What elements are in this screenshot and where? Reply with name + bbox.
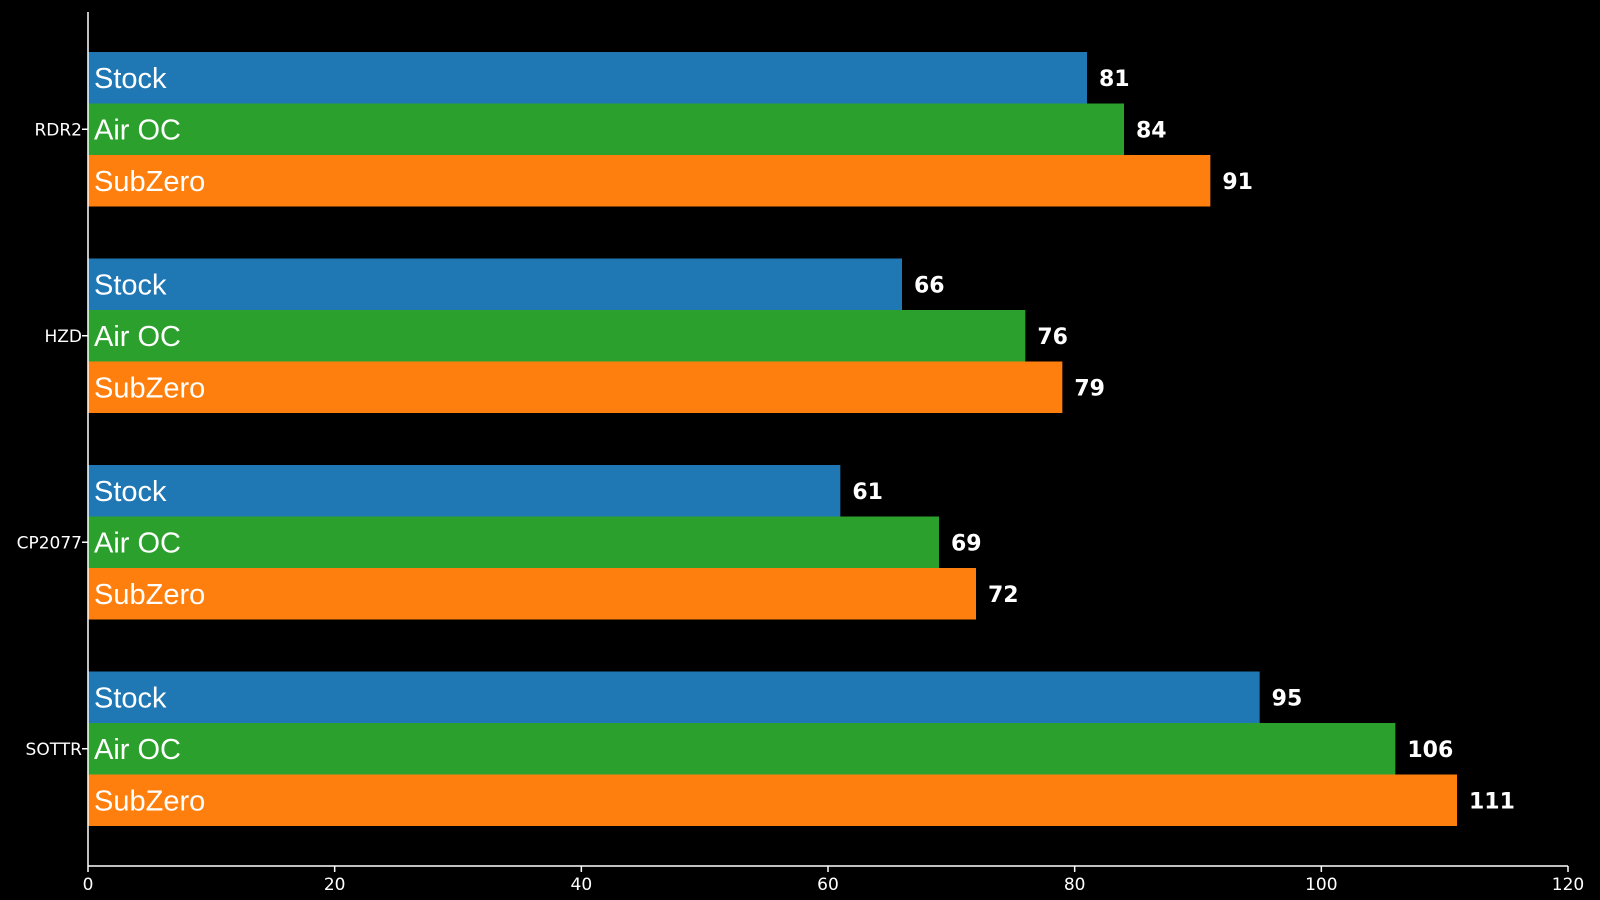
x-tick-label-100: 100	[1305, 875, 1337, 895]
x-tick-label-40: 40	[571, 875, 593, 895]
bar-group-cp2077: Stock 61 Air OC 69 SubZero 72	[88, 465, 1019, 620]
bar-rdr2-air-oc	[88, 103, 1124, 155]
x-tick-label-120: 120	[1552, 875, 1584, 895]
bar-sottr-stock	[88, 671, 1260, 723]
x-tick-label-60: 60	[817, 875, 839, 895]
bar-group-hzd: Stock 66 Air OC 76 SubZero 79	[88, 258, 1105, 413]
category-label-rdr2: RDR2	[34, 120, 82, 140]
x-tick-label-80: 80	[1064, 875, 1086, 895]
series-label-hzd-subzero: SubZero	[94, 372, 205, 404]
bar-hzd-air-oc	[88, 310, 1026, 362]
value-label-sottr-subzero: 111	[1469, 789, 1515, 814]
series-label-hzd-air-oc: Air OC	[94, 321, 181, 353]
value-label-cp2077-subzero: 72	[988, 583, 1019, 608]
bar-group-sottr: Stock 95 Air OC 106 SubZero 111	[88, 671, 1515, 826]
bar-rdr2-subzero	[88, 155, 1211, 207]
series-label-sottr-air-oc: Air OC	[94, 734, 181, 766]
value-label-rdr2-stock: 81	[1099, 67, 1130, 92]
value-label-hzd-air-oc: 76	[1037, 325, 1068, 350]
series-label-sottr-subzero: SubZero	[94, 785, 205, 817]
bar-group-rdr2: Stock 81 Air OC 84 SubZero 91	[88, 52, 1253, 207]
series-label-sottr-stock: Stock	[94, 682, 167, 714]
category-label-sottr: SOTTR	[26, 740, 83, 760]
series-label-cp2077-stock: Stock	[94, 476, 167, 508]
bar-rdr2-stock	[88, 52, 1087, 104]
value-label-hzd-subzero: 79	[1074, 376, 1105, 401]
value-label-cp2077-stock: 61	[852, 480, 883, 505]
category-label-hzd: HZD	[44, 327, 82, 347]
bar-sottr-air-oc	[88, 723, 1396, 775]
bar-hzd-subzero	[88, 361, 1063, 413]
series-label-cp2077-air-oc: Air OC	[94, 527, 181, 559]
series-label-rdr2-air-oc: Air OC	[94, 114, 181, 146]
bar-cp2077-stock	[88, 465, 841, 517]
x-tick-label-20: 20	[324, 875, 346, 895]
bar-sottr-subzero	[88, 774, 1457, 826]
value-label-hzd-stock: 66	[914, 273, 945, 298]
value-label-cp2077-air-oc: 69	[951, 531, 982, 556]
series-label-rdr2-stock: Stock	[94, 63, 167, 95]
category-label-cp2077: CP2077	[17, 533, 82, 553]
series-label-rdr2-subzero: SubZero	[94, 166, 205, 198]
bar-cp2077-air-oc	[88, 516, 939, 568]
bar-hzd-stock	[88, 258, 902, 310]
series-label-hzd-stock: Stock	[94, 269, 167, 301]
x-tick-label-0: 0	[83, 875, 94, 895]
series-label-cp2077-subzero: SubZero	[94, 579, 205, 611]
value-label-rdr2-air-oc: 84	[1136, 118, 1167, 143]
bar-cp2077-subzero	[88, 568, 976, 620]
category-labels: RDR2 HZD CP2077 SOTTR	[17, 120, 88, 760]
x-ticks: 0 20 40 60 80 100 120	[83, 866, 1584, 895]
value-label-rdr2-subzero: 91	[1222, 170, 1253, 195]
value-label-sottr-stock: 95	[1272, 686, 1303, 711]
value-label-sottr-air-oc: 106	[1407, 738, 1453, 763]
